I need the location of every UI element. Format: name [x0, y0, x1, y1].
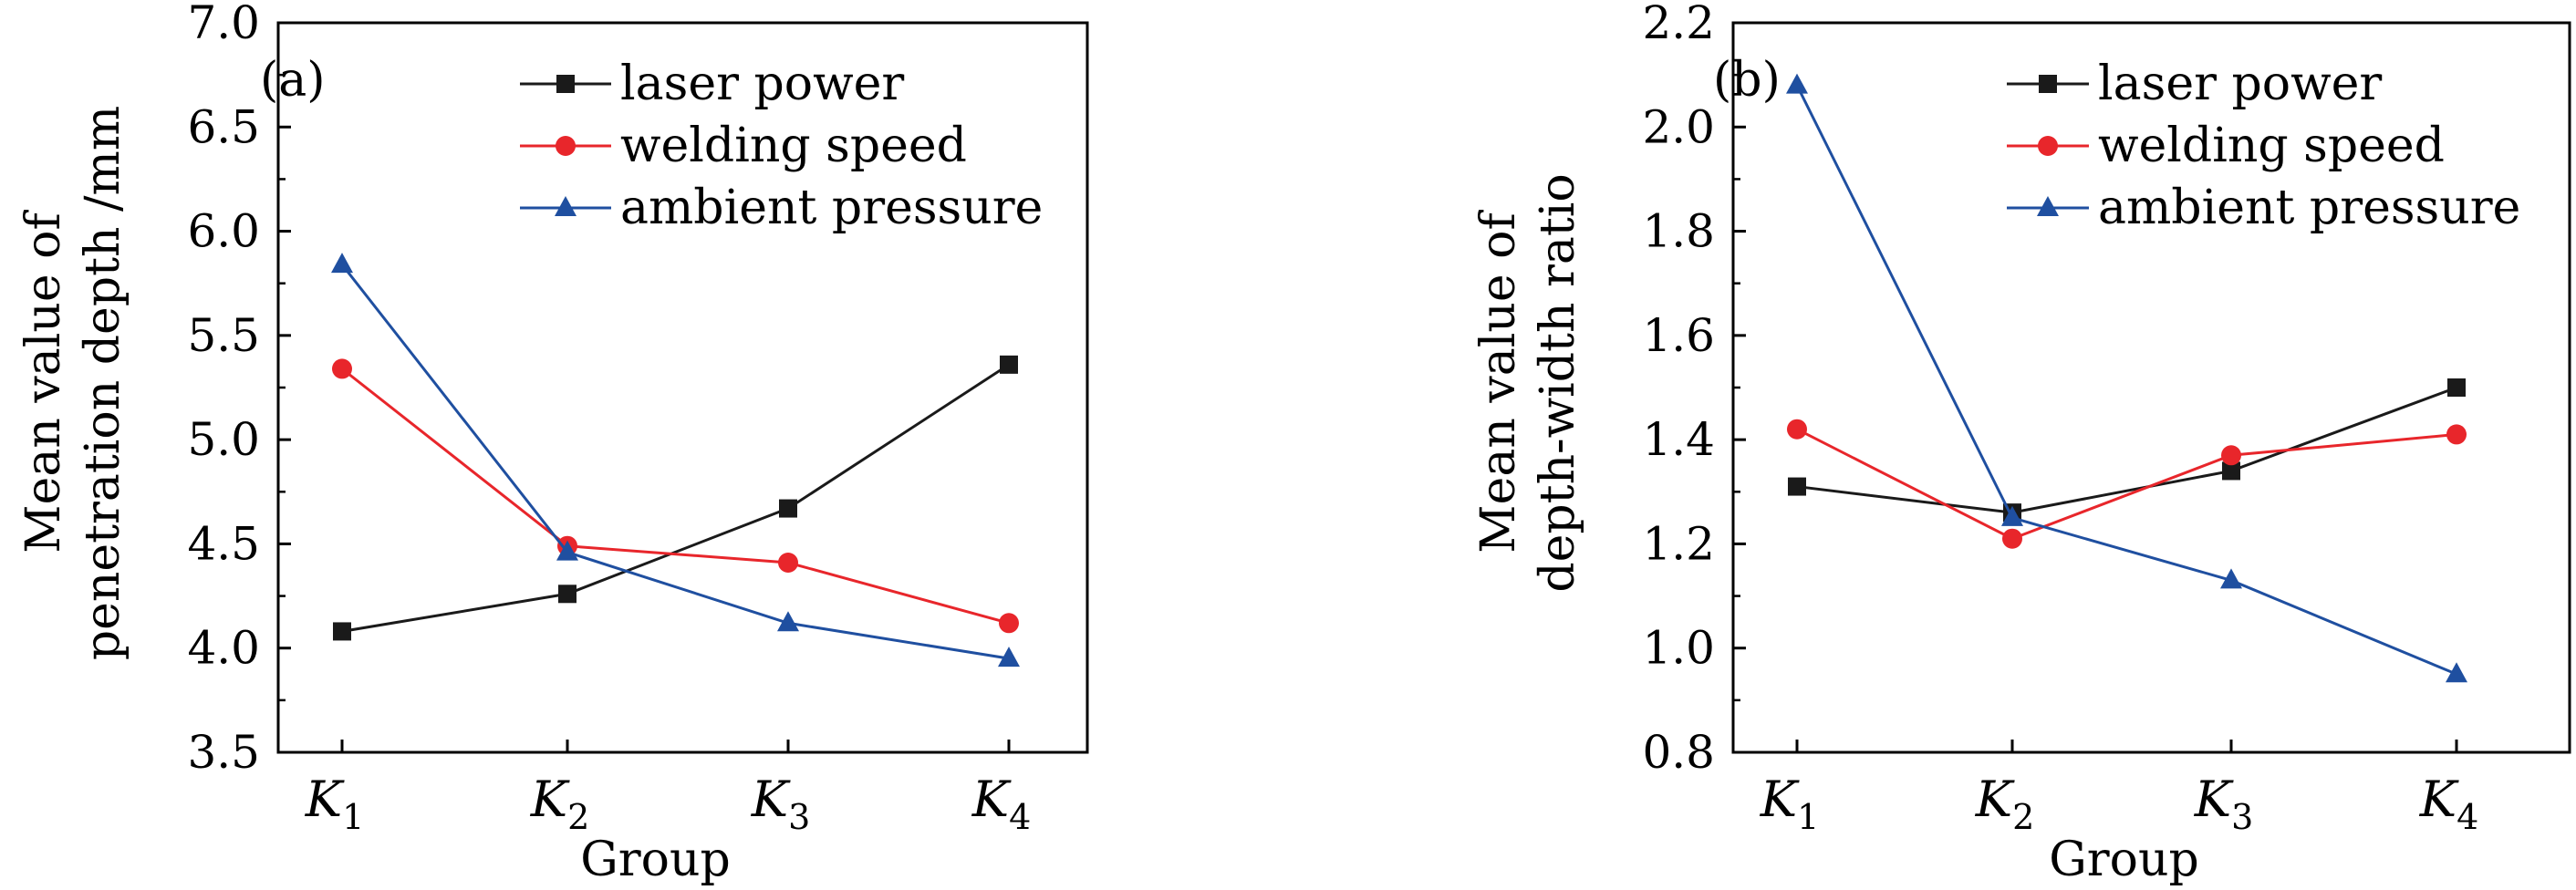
y-tick-label: 1.4 — [1642, 413, 1715, 466]
y-tick-label: 5.0 — [187, 413, 260, 466]
data-point-welding-speed — [2446, 424, 2467, 445]
data-point-welding-speed — [2002, 528, 2022, 549]
legend-label-laser-power: laser power — [2098, 57, 2382, 111]
data-point-laser-power — [333, 622, 351, 641]
data-point-ambient-pressure — [998, 647, 1020, 668]
y-tick-label: 1.0 — [1642, 622, 1715, 675]
chart-panel-a: 3.5 4.0 4.5 5.0 5.5 6.0 6.5 7.0 K1 K2 K3 K4 Group Mea… — [16, 0, 1089, 887]
data-point-laser-power — [1788, 477, 1806, 496]
series-line-welding-speed — [341, 367, 1010, 625]
data-point-ambient-pressure — [1786, 73, 1808, 94]
y-tick-label: 5.5 — [187, 309, 260, 362]
y-tick-label: 1.8 — [1642, 205, 1715, 258]
legend-label-welding-speed: welding speed — [620, 119, 967, 173]
y-tick-label: 4.0 — [187, 622, 260, 675]
data-point-ambient-pressure — [2220, 568, 2242, 589]
legend-marker-ambient-pressure — [555, 196, 576, 216]
y-axis-label: depth-width ratio — [1531, 173, 1585, 592]
x-tick-label: K4 — [2419, 771, 2479, 837]
data-point-laser-power — [2447, 378, 2466, 397]
x-tick-label: K3 — [2194, 771, 2254, 837]
x-tick-label: K3 — [751, 771, 811, 837]
data-point-ambient-pressure — [556, 540, 578, 561]
series-line-laser-power — [341, 363, 1010, 633]
x-tick-label: K2 — [530, 771, 590, 837]
data-point-ambient-pressure — [331, 253, 353, 274]
y-axis-label: Mean value of — [16, 210, 71, 554]
data-point-ambient-pressure — [2001, 505, 2023, 526]
y-tick-label: 3.5 — [187, 726, 260, 779]
series-line-welding-speed — [1796, 428, 2457, 541]
x-tick-label: K2 — [1975, 771, 2035, 837]
data-point-laser-power — [2222, 461, 2240, 481]
data-point-ambient-pressure — [777, 611, 799, 632]
data-point-welding-speed — [332, 358, 352, 379]
panel-label: (b) — [1713, 53, 1781, 108]
panel-label: (a) — [260, 53, 326, 108]
x-axis-label: Group — [580, 833, 730, 887]
y-axis-label: Mean value of — [1471, 210, 1526, 554]
y-tick-label: 2.2 — [1642, 0, 1715, 49]
series-line-ambient-pressure — [1795, 84, 2457, 676]
legend-label-ambient-pressure: ambient pressure — [620, 181, 1043, 235]
legend-marker-welding-speed — [2038, 136, 2058, 156]
data-point-welding-speed — [1787, 419, 1807, 440]
y-tick-label: 4.5 — [187, 517, 260, 570]
data-point-laser-power — [1000, 355, 1018, 374]
series-line-ambient-pressure — [340, 264, 1010, 660]
y-tick-label: 2.0 — [1642, 100, 1715, 153]
y-tick-label: 1.2 — [1642, 517, 1715, 570]
legend-marker-laser-power — [2039, 75, 2057, 93]
data-point-laser-power — [779, 499, 797, 518]
data-point-ambient-pressure — [2446, 662, 2467, 683]
x-tick-label: K1 — [305, 771, 365, 837]
data-point-laser-power — [558, 585, 576, 604]
series-line-laser-power — [1796, 386, 2457, 514]
legend-label-welding-speed: welding speed — [2098, 119, 2445, 173]
y-tick-label: 6.0 — [187, 205, 260, 258]
y-tick-label: 0.8 — [1642, 726, 1715, 779]
y-tick-label: 7.0 — [187, 0, 260, 49]
legend-marker-laser-power — [556, 75, 575, 93]
data-point-welding-speed — [778, 553, 798, 573]
x-tick-label: K4 — [971, 771, 1032, 837]
legend-label-ambient-pressure: ambient pressure — [2098, 181, 2520, 235]
legend-marker-ambient-pressure — [2037, 196, 2059, 216]
y-tick-label: 6.5 — [187, 100, 260, 153]
legend-label-laser-power: laser power — [620, 57, 904, 111]
legend-marker-welding-speed — [556, 136, 576, 156]
data-point-welding-speed — [2221, 445, 2241, 466]
y-axis-label: penetration depth /mm — [76, 106, 130, 660]
data-point-welding-speed — [999, 613, 1019, 634]
x-axis-label: Group — [2049, 833, 2198, 887]
x-tick-label: K1 — [1760, 771, 1820, 837]
chart-panel-b: 0.8 1.0 1.2 1.4 1.6 1.8 2.0 2.2 K1 K2 K3 K4 Group Mea… — [1471, 0, 2571, 887]
y-tick-label: 1.6 — [1642, 309, 1715, 362]
